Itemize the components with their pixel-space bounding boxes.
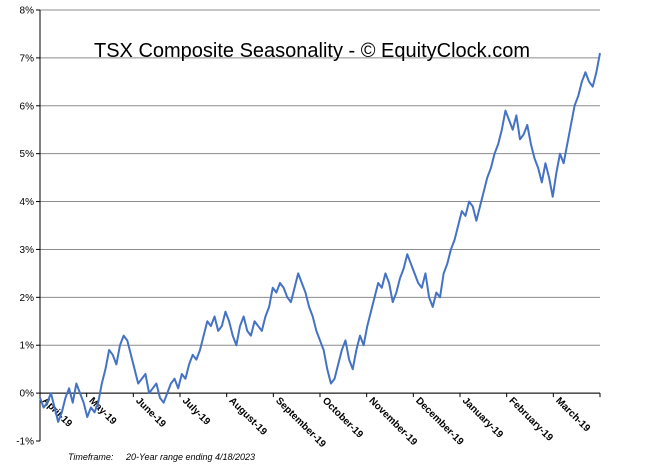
footnote: Timeframe: 20-Year range ending 4/18/202…: [68, 452, 255, 462]
y-tick-label: 6%: [20, 101, 35, 112]
y-tick-label: 0%: [20, 389, 35, 400]
y-tick-label: 3%: [20, 245, 35, 256]
y-tick-label: 2%: [20, 293, 35, 304]
y-tick-label: 5%: [20, 149, 35, 160]
y-tick-label: 4%: [20, 197, 35, 208]
footnote-value: 20-Year range ending 4/18/2023: [125, 452, 255, 462]
y-tick-label: 1%: [20, 341, 35, 352]
y-axis: -1% 0% 1% 2% 3% 4% 5% 6% 7% 8%: [16, 6, 41, 448]
chart-title: TSX Composite Seasonality - © EquityCloc…: [94, 40, 530, 62]
footnote-label: Timeframe:: [68, 452, 114, 462]
series-line: [39, 52, 601, 423]
y-tick-label: -1%: [16, 437, 34, 448]
y-tick-label: 7%: [20, 53, 35, 64]
y-tick-label: 8%: [20, 6, 35, 17]
